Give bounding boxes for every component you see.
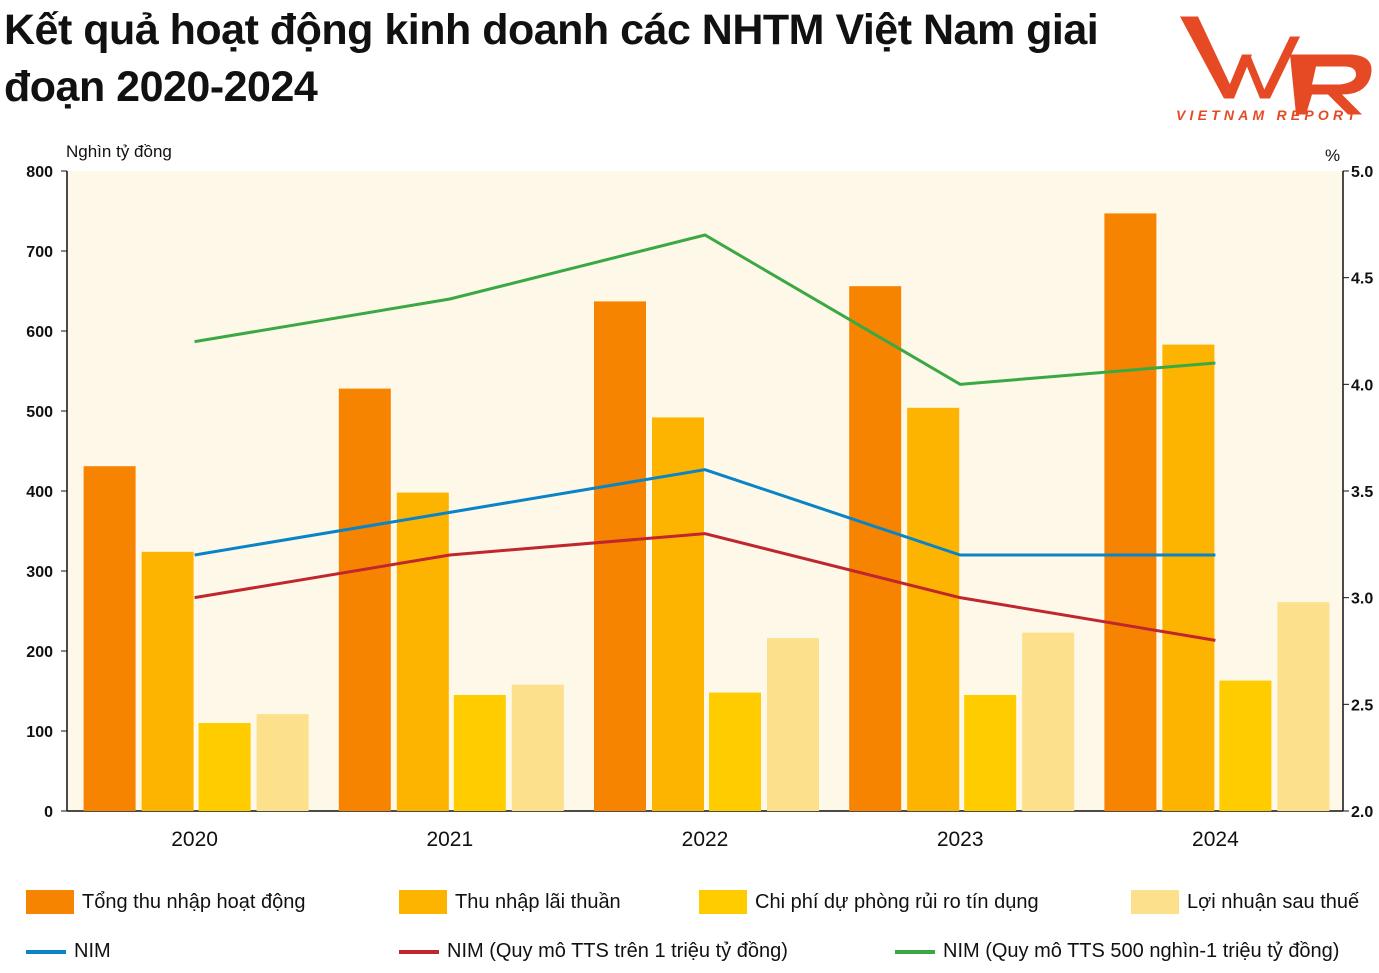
bar-3-2021 [511,684,564,811]
bar-1-2024 [1162,344,1215,811]
legend-swatch [699,890,747,914]
left-tick-label: 0 [44,804,53,821]
left-tick-label: 600 [26,324,53,341]
x-tick-label: 2023 [937,828,984,851]
legend-item: NIM (Quy mô TTS 500 nghìn-1 triệu tỷ đồn… [895,940,1339,963]
legend-line [895,949,935,954]
legend-label: Chi phí dự phòng rủi ro tín dụng [755,890,1039,913]
legend-label: Lợi nhuận sau thuế [1187,890,1360,913]
legend-label: NIM (Quy mô TTS 500 nghìn-1 triệu tỷ đồn… [943,940,1340,962]
left-axis-label: Nghìn tỷ đồng [66,142,172,161]
x-tick-label: 2021 [426,828,473,851]
bar-2-2024 [1219,680,1272,811]
bar-2-2022 [709,692,761,811]
legend-line [399,949,439,954]
x-tick-label: 2020 [171,828,218,851]
legend-item: NIM (Quy mô TTS trên 1 triệu tỷ đồng) [399,940,788,963]
right-tick-label: 2.0 [1351,804,1373,821]
bar-2-2021 [453,695,506,811]
bar-3-2023 [1022,632,1075,811]
right-tick-label: 4.5 [1351,271,1373,288]
legend-label: NIM (Quy mô TTS trên 1 triệu tỷ đồng) [447,940,788,962]
right-tick-label: 5.0 [1351,164,1373,181]
bar-2-2020 [198,723,251,811]
bar-1-2022 [652,417,704,811]
left-tick-label: 100 [26,724,53,741]
right-tick-label: 2.5 [1351,697,1373,714]
right-tick-label: 4.0 [1351,377,1373,394]
bar-3-2022 [767,638,819,811]
bar-0-2023 [849,286,902,811]
legend-label: Thu nhập lãi thuần [455,890,621,913]
legend-swatch [399,890,447,914]
bar-2-2023 [964,695,1017,811]
chart-title: Kết quả hoạt động kinh doanh các NHTM Vi… [4,6,1099,111]
legend-label: NIM [74,940,111,962]
bar-3-2020 [256,714,309,811]
right-tick-label: 3.5 [1351,484,1373,501]
legend-swatch [26,890,74,914]
left-tick-label: 400 [26,484,53,501]
right-axis-label: % [1325,146,1341,165]
left-tick-label: 200 [26,644,53,661]
legend-item: Tổng thu nhập hoạt động [26,890,306,914]
left-tick-label: 500 [26,404,53,421]
bar-3-2024 [1277,602,1330,811]
bar-0-2021 [338,388,391,811]
bar-0-2022 [594,301,646,811]
legend-item: NIM [26,940,111,963]
logo-text: VIETNAM REPORT [1176,107,1360,123]
legend-item: Chi phí dự phòng rủi ro tín dụng [699,890,1039,914]
left-tick-label: 700 [26,244,53,261]
legend-swatch [1131,890,1179,914]
vnr-logo [1180,16,1372,115]
x-tick-label: 2024 [1192,828,1239,851]
bar-1-2023 [907,407,960,811]
legend-label: Tổng thu nhập hoạt động [82,890,306,913]
x-tick-label: 2022 [682,828,729,851]
bar-0-2024 [1104,213,1157,811]
left-tick-label: 300 [26,564,53,581]
left-tick-label: 800 [26,164,53,181]
bar-0-2020 [83,466,136,811]
bar-1-2020 [141,551,194,811]
right-tick-label: 3.0 [1351,591,1373,608]
legend-line [26,949,66,954]
legend-item: Thu nhập lãi thuần [399,890,621,914]
bar-1-2021 [396,492,449,811]
legend-item: Lợi nhuận sau thuế [1131,890,1359,914]
